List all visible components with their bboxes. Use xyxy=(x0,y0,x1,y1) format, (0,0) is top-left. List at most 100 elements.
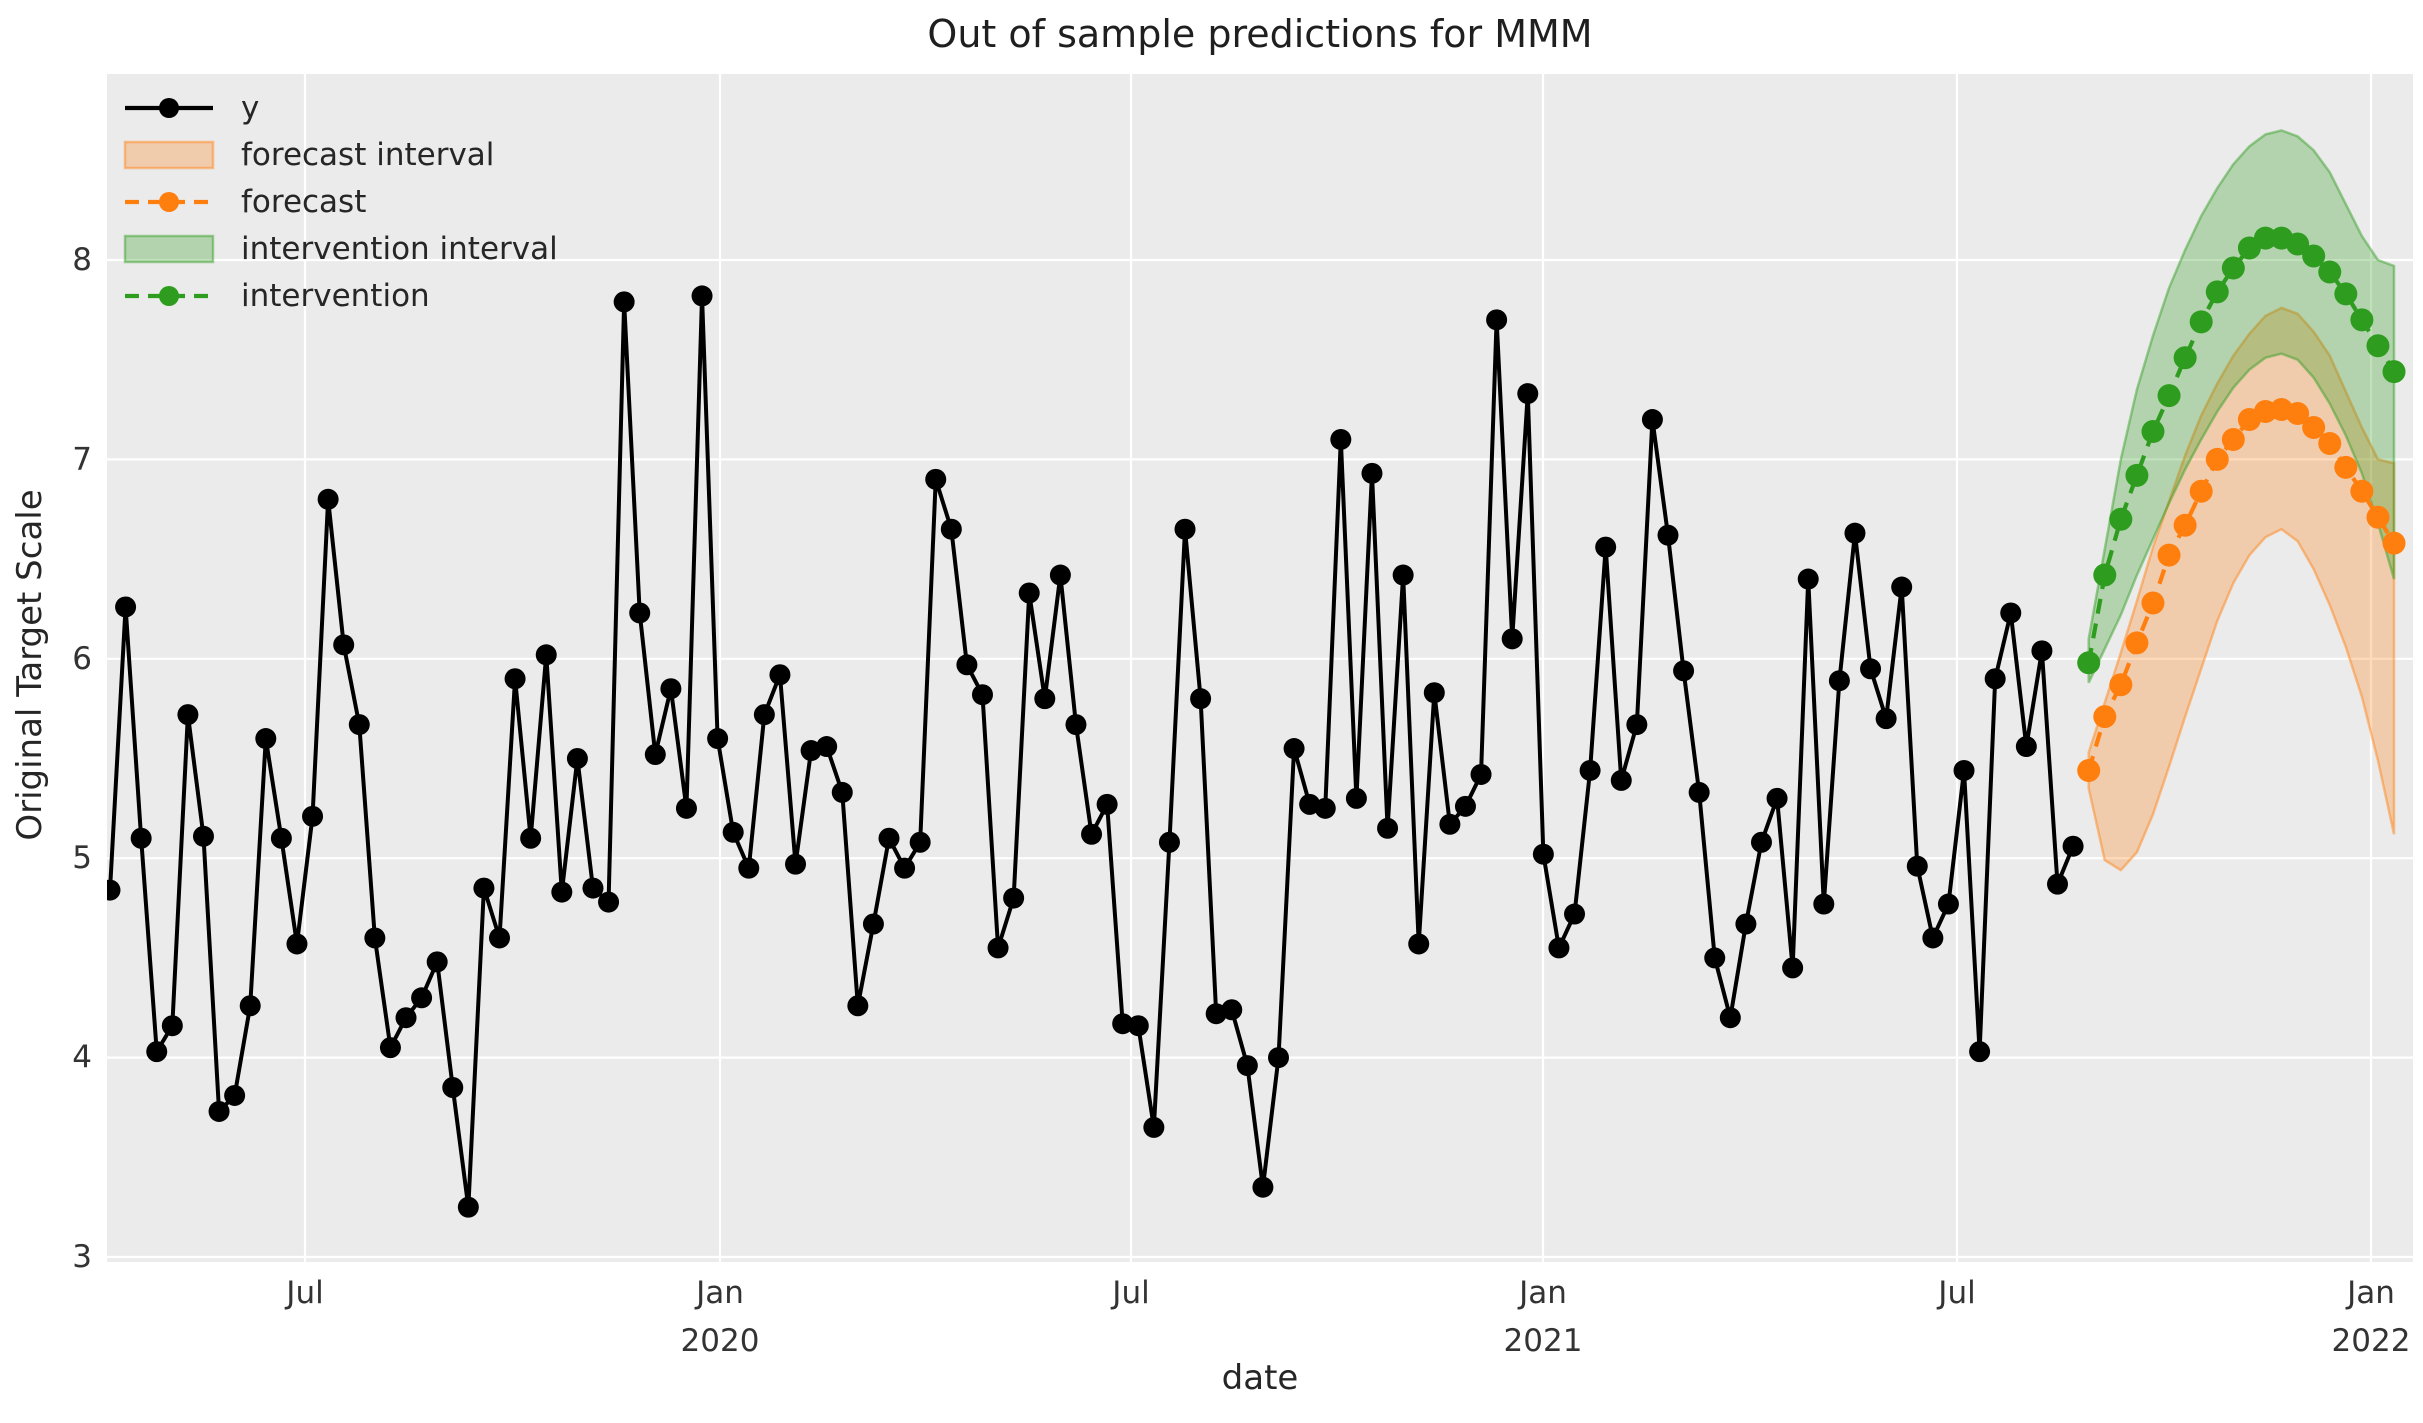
data-point xyxy=(878,827,900,849)
data-point xyxy=(2173,513,2197,537)
data-point xyxy=(2205,447,2229,471)
legend-swatch-forecast-line-icon xyxy=(125,191,213,212)
data-point xyxy=(1906,855,1928,877)
legend-item-label: y xyxy=(241,89,260,126)
data-point xyxy=(520,827,542,849)
legend-item: forecast interval xyxy=(123,131,558,178)
data-point xyxy=(1532,843,1554,865)
x-tick-label: Jul xyxy=(1936,1275,1975,1311)
y-axis-label: Original Target Scale xyxy=(10,489,50,841)
data-point xyxy=(1018,582,1040,604)
data-point xyxy=(177,704,199,726)
data-point xyxy=(2350,308,2374,332)
x-tick-label: Jan xyxy=(1517,1275,1567,1311)
data-point xyxy=(925,468,947,490)
plot-contents xyxy=(107,129,2406,1218)
x-tick-year-label: 2020 xyxy=(681,1323,760,1359)
data-point xyxy=(785,853,807,875)
data-point xyxy=(2015,736,2037,758)
data-point xyxy=(364,927,386,949)
data-point xyxy=(1797,568,1819,590)
data-point xyxy=(2173,346,2197,370)
data-point xyxy=(2000,602,2022,624)
legend-swatch-y-line-icon xyxy=(125,97,213,118)
data-point xyxy=(566,748,588,769)
data-point xyxy=(348,714,370,736)
x-tick-label: Jul xyxy=(284,1275,323,1311)
data-point xyxy=(1595,536,1617,558)
data-point xyxy=(1782,957,1804,979)
data-point xyxy=(1049,564,1071,586)
data-point xyxy=(208,1100,230,1122)
data-point xyxy=(956,654,978,676)
data-point xyxy=(302,805,324,827)
x-tick-label: Jul xyxy=(1110,1275,1149,1311)
x-tick-label: Jan xyxy=(2345,1275,2395,1311)
data-point xyxy=(1252,1176,1274,1198)
x-axis-label: date xyxy=(1221,1358,1299,1398)
y-tick-label: 6 xyxy=(72,641,92,677)
data-point xyxy=(489,927,510,949)
data-point xyxy=(2221,256,2245,280)
data-point xyxy=(1314,797,1336,819)
data-point xyxy=(2382,360,2406,384)
data-point xyxy=(1766,787,1788,809)
data-point xyxy=(1922,927,1944,949)
data-point xyxy=(2062,835,2084,857)
data-point xyxy=(2286,232,2310,256)
data-point xyxy=(2109,673,2133,697)
data-point xyxy=(2077,651,2101,675)
data-point xyxy=(1641,409,1663,431)
data-point xyxy=(831,781,853,803)
data-point xyxy=(1268,1047,1289,1069)
data-point xyxy=(909,831,931,853)
band-forecast-interval xyxy=(2087,306,2396,872)
data-point xyxy=(286,933,308,955)
series-intervention-markers xyxy=(2077,226,2406,675)
legend-swatch-intervention-line-icon xyxy=(125,285,213,306)
y-tick-label: 4 xyxy=(72,1040,92,1076)
data-point xyxy=(1610,769,1632,791)
data-point xyxy=(1579,759,1601,781)
y-tick-label: 3 xyxy=(72,1239,92,1275)
data-point xyxy=(1813,893,1835,915)
data-point xyxy=(1673,660,1695,682)
data-point xyxy=(1828,670,1850,692)
data-point xyxy=(1408,933,1430,955)
patch-swatch xyxy=(123,140,215,169)
legend-item: intervention xyxy=(123,272,558,319)
data-point xyxy=(691,285,713,307)
data-point xyxy=(1392,564,1414,586)
data-point xyxy=(2157,543,2181,567)
data-point xyxy=(395,1007,417,1029)
data-point xyxy=(2350,479,2374,503)
marker-swatch xyxy=(159,97,179,118)
data-point xyxy=(161,1015,183,1037)
legend-swatch-forecast-interval-patch-icon xyxy=(123,140,215,169)
data-point xyxy=(1860,658,1882,680)
data-point xyxy=(2093,705,2117,729)
data-point xyxy=(2189,310,2213,334)
data-point xyxy=(582,877,604,899)
data-point xyxy=(270,827,292,849)
data-point xyxy=(2125,631,2149,655)
data-point xyxy=(1377,817,1399,839)
data-point xyxy=(971,684,993,706)
legend-swatch-intervention-interval-patch-icon xyxy=(123,234,215,263)
data-point xyxy=(2366,334,2390,358)
x-tick-year-label: 2022 xyxy=(2332,1323,2411,1359)
legend-item: y xyxy=(123,84,558,131)
data-point xyxy=(333,634,355,656)
data-point xyxy=(2189,479,2213,503)
marker-swatch xyxy=(159,285,179,306)
data-point xyxy=(1236,1055,1258,1077)
legend: y forecast interval forecast interventio… xyxy=(123,84,558,319)
data-point xyxy=(1875,708,1897,730)
data-point xyxy=(1937,893,1959,915)
data-point xyxy=(1423,682,1445,704)
data-point xyxy=(1096,793,1118,815)
data-point xyxy=(644,744,666,766)
legend-item-label: intervention interval xyxy=(241,230,558,267)
data-point xyxy=(1688,781,1710,803)
